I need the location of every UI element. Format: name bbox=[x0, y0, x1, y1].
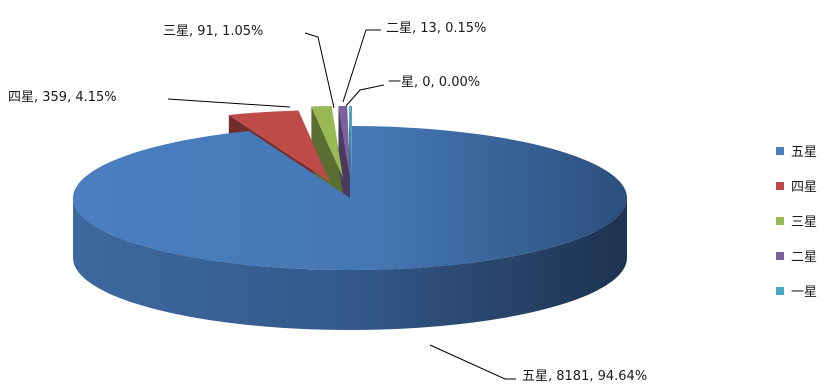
legend-swatch-five-star bbox=[776, 147, 784, 155]
pie-slice-one-star[interactable] bbox=[349, 106, 352, 178]
pie-slice-side-five-star bbox=[73, 198, 627, 330]
data-label-four-star: 四星, 359, 4.15% bbox=[8, 90, 117, 105]
data-label-two-star: 二星, 13, 0.15% bbox=[386, 21, 486, 36]
legend-swatch-two-star bbox=[776, 252, 784, 260]
leader-line-three-star bbox=[304, 32, 335, 109]
legend-label-four-star: 四星 bbox=[791, 180, 817, 195]
legend-label-two-star: 二星 bbox=[791, 250, 817, 265]
leader-line-two-star bbox=[342, 29, 381, 103]
legend-label-five-star: 五星 bbox=[791, 145, 817, 160]
pie-slice-four-star[interactable] bbox=[228, 110, 330, 182]
data-label-layer: 五星, 8181, 94.64% 四星, 359, 4.15% 三星, 91, 1.… bbox=[8, 21, 647, 384]
legend-swatch-three-star bbox=[776, 217, 784, 225]
leader-line-five-star bbox=[429, 344, 516, 380]
pie-slice-three-star[interactable] bbox=[311, 106, 343, 178]
pie-top-layer bbox=[73, 106, 628, 270]
leader-line-four-star bbox=[167, 98, 291, 108]
data-label-five-star: 五星, 8181, 94.64% bbox=[522, 369, 647, 384]
pie-slice-two-star[interactable] bbox=[338, 106, 350, 178]
legend-label-three-star: 三星 bbox=[791, 215, 817, 230]
data-label-three-star: 三星, 91, 1.05% bbox=[163, 24, 263, 39]
legend-swatch-one-star bbox=[776, 287, 784, 295]
data-label-one-star: 一星, 0, 0.00% bbox=[388, 75, 480, 90]
legend-swatch-four-star bbox=[776, 182, 784, 190]
pie-slice-five-star[interactable] bbox=[73, 126, 628, 270]
leader-line-one-star bbox=[345, 84, 385, 107]
legend-label-one-star: 一星 bbox=[791, 285, 817, 300]
